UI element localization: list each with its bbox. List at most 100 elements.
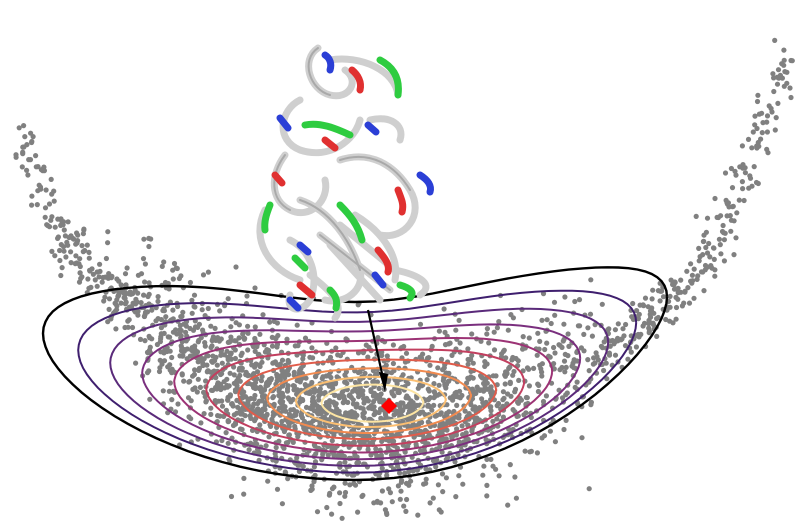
scatter-point <box>488 384 494 390</box>
scatter-point <box>230 422 237 429</box>
scatter-point <box>281 428 287 435</box>
scatter-point <box>320 374 326 380</box>
scatter-point <box>181 378 187 384</box>
scatter-point <box>233 264 239 270</box>
scatter-point <box>634 308 640 314</box>
scatter-point <box>252 418 258 424</box>
scatter-point <box>114 276 120 282</box>
scatter-point <box>149 307 155 313</box>
scatter-point <box>673 286 679 292</box>
scatter-point <box>592 322 598 328</box>
scatter-point <box>252 380 259 386</box>
scatter-point <box>147 344 153 350</box>
scatter-point <box>585 325 591 331</box>
scatter-point <box>716 236 723 242</box>
scatter-point <box>502 372 508 378</box>
scatter-point <box>403 350 410 356</box>
scatter-point <box>209 358 215 364</box>
scatter-point <box>427 500 433 506</box>
scatter-points <box>13 37 795 521</box>
scatter-point <box>686 300 693 306</box>
scatter-point <box>225 440 231 446</box>
scatter-point <box>457 388 463 394</box>
scatter-point <box>327 423 333 429</box>
minimum-marker <box>381 398 397 414</box>
scatter-point <box>506 365 512 371</box>
scatter-point <box>140 256 147 262</box>
scatter-point <box>118 300 124 306</box>
scatter-point <box>26 157 32 163</box>
scatter-point <box>192 367 198 373</box>
scatter-point <box>92 277 98 283</box>
scatter-point <box>201 411 207 417</box>
scatter-point <box>244 293 250 299</box>
scatter-point <box>429 343 435 349</box>
scatter-point <box>581 348 587 354</box>
contour-line <box>205 348 526 447</box>
scatter-point <box>189 310 195 316</box>
scatter-point <box>430 495 436 501</box>
scatter-point <box>175 401 181 407</box>
scatter-point <box>335 409 341 415</box>
scatter-point <box>420 351 426 357</box>
scatter-point <box>337 500 343 507</box>
scatter-point <box>212 398 218 404</box>
scatter-point <box>670 320 676 326</box>
scatter-point <box>361 396 367 402</box>
scatter-point <box>163 314 169 320</box>
scatter-point <box>770 71 776 77</box>
scatter-point <box>516 398 522 404</box>
scatter-point <box>402 404 408 410</box>
scatter-point <box>291 369 297 375</box>
scatter-point <box>30 134 36 140</box>
scatter-point <box>682 288 688 294</box>
scatter-point <box>563 417 569 423</box>
scatter-point <box>775 100 781 106</box>
scatter-point <box>218 386 224 393</box>
scatter-point <box>68 249 74 255</box>
scatter-point <box>524 395 530 401</box>
scatter-point <box>551 299 558 305</box>
scatter-point <box>629 314 635 320</box>
scatter-point <box>273 444 279 451</box>
scatter-point <box>286 396 292 402</box>
scatter-point <box>188 398 194 404</box>
scatter-point <box>788 94 794 101</box>
scatter-point <box>612 352 619 358</box>
scatter-point <box>141 292 147 298</box>
scatter-point <box>585 357 591 363</box>
scatter-point <box>270 413 276 419</box>
scatter-point <box>599 301 605 307</box>
scatter-point <box>122 301 128 307</box>
contour-line <box>173 336 554 454</box>
scatter-point <box>702 262 709 269</box>
scatter-point <box>524 365 531 371</box>
scatter-point <box>579 435 585 441</box>
arrow-head <box>379 372 388 392</box>
scatter-point <box>94 283 100 289</box>
scatter-point <box>704 250 711 256</box>
scatter-point <box>204 362 210 368</box>
scatter-point <box>264 411 270 417</box>
scatter-point <box>217 413 223 419</box>
scatter-point <box>398 488 404 494</box>
scatter-point <box>474 384 480 390</box>
scatter-point <box>333 345 339 351</box>
scatter-point <box>16 125 22 131</box>
scatter-point <box>294 322 300 328</box>
scatter-point <box>112 300 118 306</box>
scatter-point <box>484 386 490 392</box>
density-contours <box>41 266 669 482</box>
scatter-point <box>355 350 362 356</box>
scatter-point <box>422 411 428 418</box>
scatter-point <box>208 411 214 417</box>
scatter-point <box>425 386 431 392</box>
scatter-point <box>77 270 83 276</box>
scatter-point <box>462 408 468 414</box>
scatter-point <box>557 342 563 348</box>
scatter-point <box>134 299 140 305</box>
scatter-point <box>72 261 78 267</box>
scatter-point <box>184 356 190 362</box>
scatter-point <box>106 271 112 277</box>
scatter-point <box>58 272 64 279</box>
